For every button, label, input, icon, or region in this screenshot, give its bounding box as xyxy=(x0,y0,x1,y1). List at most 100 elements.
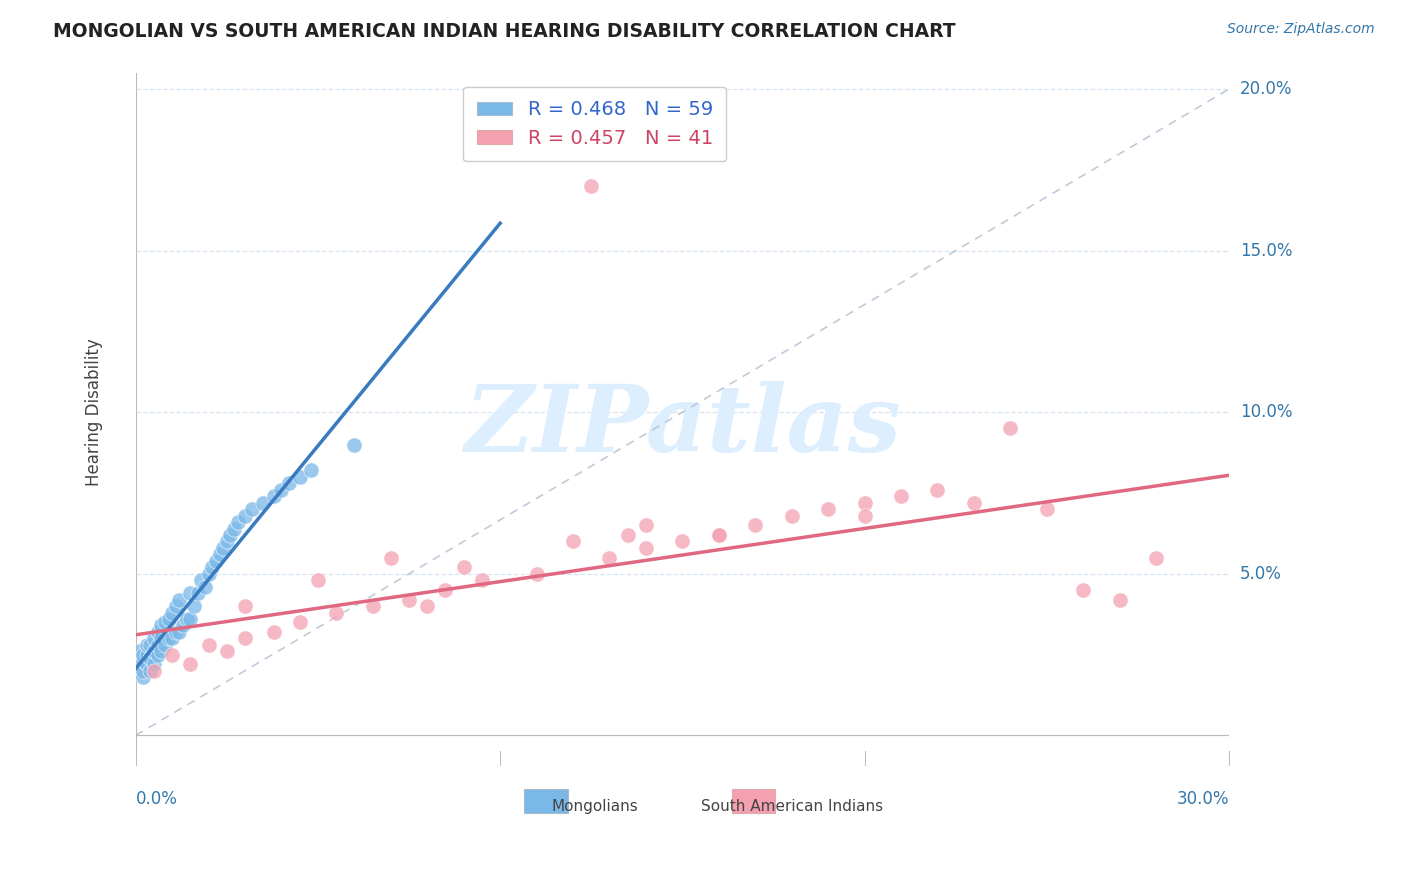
Point xyxy=(194,580,217,594)
Point xyxy=(135,638,157,652)
Text: 30.0%: 30.0% xyxy=(1177,790,1229,808)
Point xyxy=(581,179,603,194)
Text: 5.0%: 5.0% xyxy=(1240,565,1282,582)
Legend: R = 0.468   N = 59, R = 0.457   N = 41: R = 0.468 N = 59, R = 0.457 N = 41 xyxy=(464,87,727,161)
Point xyxy=(150,618,173,632)
Text: South American Indians: South American Indians xyxy=(700,799,883,814)
Point xyxy=(963,496,986,510)
Point xyxy=(288,615,311,630)
Point xyxy=(142,632,165,646)
Point xyxy=(176,612,198,626)
Point xyxy=(434,582,457,597)
Point xyxy=(263,624,285,639)
Point xyxy=(160,648,183,662)
Point xyxy=(135,648,157,662)
Point xyxy=(1000,421,1022,435)
Point xyxy=(201,560,224,574)
Point xyxy=(165,624,187,639)
Point xyxy=(179,586,201,600)
Point xyxy=(169,624,191,639)
Point xyxy=(398,592,420,607)
Point xyxy=(526,566,548,581)
Point xyxy=(744,518,766,533)
Point xyxy=(150,632,173,646)
Point xyxy=(277,476,299,491)
Point xyxy=(132,664,155,678)
Point xyxy=(150,644,173,658)
Point xyxy=(142,644,165,658)
Point xyxy=(853,508,876,523)
Point xyxy=(707,528,730,542)
Text: 0.0%: 0.0% xyxy=(136,790,177,808)
Point xyxy=(139,664,162,678)
Point xyxy=(142,657,165,672)
FancyBboxPatch shape xyxy=(524,789,568,813)
Point xyxy=(142,664,165,678)
Point xyxy=(146,624,169,639)
Point xyxy=(853,496,876,510)
FancyBboxPatch shape xyxy=(731,789,775,813)
Point xyxy=(139,638,162,652)
Text: ZIPatlas: ZIPatlas xyxy=(464,381,901,471)
Point xyxy=(270,483,292,497)
Point xyxy=(128,644,150,658)
Point xyxy=(135,657,157,672)
Text: Hearing Disability: Hearing Disability xyxy=(86,338,103,486)
Point xyxy=(179,612,201,626)
Point xyxy=(1035,502,1057,516)
Point xyxy=(128,650,150,665)
Point xyxy=(215,644,238,658)
Point xyxy=(197,638,219,652)
Point xyxy=(233,508,256,523)
Point xyxy=(187,586,209,600)
Text: MONGOLIAN VS SOUTH AMERICAN INDIAN HEARING DISABILITY CORRELATION CHART: MONGOLIAN VS SOUTH AMERICAN INDIAN HEARI… xyxy=(53,22,956,41)
Text: 20.0%: 20.0% xyxy=(1240,80,1292,98)
Point xyxy=(132,654,155,668)
Point xyxy=(325,606,347,620)
Point xyxy=(416,599,439,613)
Point xyxy=(212,541,235,555)
Point xyxy=(1144,550,1167,565)
Text: 15.0%: 15.0% xyxy=(1240,242,1292,260)
Point xyxy=(453,560,475,574)
Point xyxy=(183,599,205,613)
Point xyxy=(160,632,183,646)
Point xyxy=(817,502,839,516)
Point xyxy=(179,657,201,672)
Point xyxy=(299,463,322,477)
Point xyxy=(927,483,949,497)
Point xyxy=(562,534,585,549)
Point xyxy=(707,528,730,542)
Point xyxy=(172,618,194,632)
Point xyxy=(197,566,219,581)
Point xyxy=(380,550,402,565)
Point xyxy=(361,599,384,613)
Point xyxy=(233,599,256,613)
Point xyxy=(233,632,256,646)
Point xyxy=(165,599,187,613)
Point xyxy=(616,528,638,542)
Point xyxy=(157,612,180,626)
Point xyxy=(190,573,212,587)
Point xyxy=(224,522,246,536)
Point xyxy=(132,670,155,684)
Point xyxy=(157,632,180,646)
Point xyxy=(288,470,311,484)
Point xyxy=(307,573,329,587)
Point xyxy=(139,650,162,665)
Point xyxy=(634,518,657,533)
Point xyxy=(598,550,620,565)
Point xyxy=(215,534,238,549)
Point xyxy=(1108,592,1130,607)
Point xyxy=(252,496,274,510)
Point xyxy=(153,638,176,652)
Point xyxy=(343,437,366,451)
Point xyxy=(169,592,191,607)
Text: Source: ZipAtlas.com: Source: ZipAtlas.com xyxy=(1227,22,1375,37)
Point xyxy=(890,489,912,503)
Point xyxy=(132,648,155,662)
Point xyxy=(671,534,693,549)
Point xyxy=(219,528,242,542)
Text: 10.0%: 10.0% xyxy=(1240,403,1292,421)
Point xyxy=(205,554,228,568)
